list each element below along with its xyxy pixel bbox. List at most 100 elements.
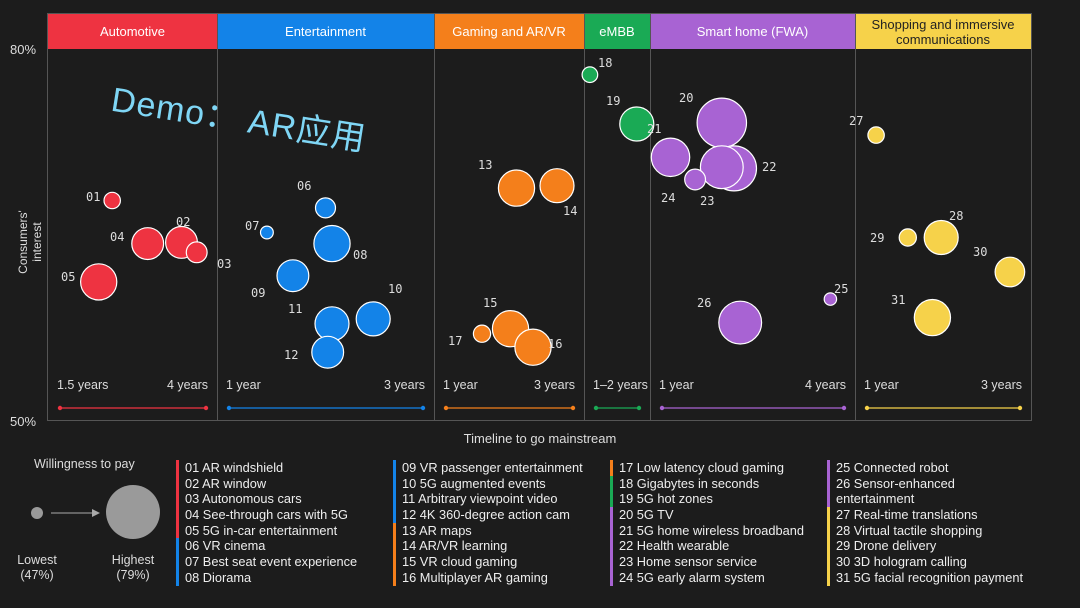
legend-color-bar [393,522,396,539]
bubble-label-26: 26 [697,296,712,310]
size-legend-large-bubble [106,485,160,539]
bubble-label-06: 06 [297,179,312,193]
y-tick-80: 80% [10,42,37,57]
legend-item-01: 01 AR windshield [176,460,357,476]
bubble-label-13: 13 [478,158,493,172]
bubble-label-31: 31 [891,293,906,307]
legend-color-bar [176,554,179,570]
legend-color-bar [827,522,830,539]
timeline-start-label: 1.5 years [57,378,109,392]
timeline-endpoint [420,405,426,411]
legend-color-bar [176,475,179,492]
bubble-21 [650,137,691,178]
legend-item-14: 14 AR/VR learning [393,538,583,555]
size-legend-title: Willingness to pay [34,457,135,471]
bubble-label-23: 23 [700,194,715,208]
bubble-24 [684,168,707,191]
arrow-head-icon [92,509,100,517]
bubble-label-05: 05 [61,270,76,284]
legend-item-17: 17 Low latency cloud gaming [610,460,804,476]
bubble-label-02: 02 [176,215,191,229]
highest-label: Highest [111,553,155,567]
legend-color-bar [176,491,179,508]
legend-item-11: 11 Arbitrary viewpoint video [393,491,583,508]
x-axis-label: Timeline to go mainstream [463,431,617,446]
legend-color-bar [393,538,396,555]
legend-color-bar [176,507,179,523]
bubble-label-25: 25 [834,282,849,296]
legend-item-09: 09 VR passenger entertainment [393,460,583,476]
bubble-label-30: 30 [973,245,988,259]
bubble-label-12: 12 [284,348,299,362]
size-legend-highest: Highest (79%) [104,553,162,583]
legend-column-2: 09 VR passenger entertainment 10 5G augme… [393,460,583,586]
bubble-label-08: 08 [353,248,368,262]
legend-color-bar [176,569,179,586]
timeline-endpoint [443,405,449,411]
legend-item-27: 27 Real-time translations [827,507,1023,523]
timeline-start-label: 1 year [226,378,261,392]
timeline-end-label: 3 years [981,378,1022,392]
bubble-label-09: 09 [251,286,266,300]
legend-column-1: 01 AR windshield 02 AR window 03 Autonomou… [176,460,357,586]
bubble-03 [185,241,208,264]
legend-column-4: 25 Connected robot 26 Sensor-enhanced ent… [827,460,1023,586]
legend-color-bar [393,491,396,508]
bubble-label-14: 14 [563,204,578,218]
legend-color-bar [610,475,613,492]
bubble-label-17: 17 [448,334,463,348]
bubble-14 [539,168,575,204]
legend-color-bar [827,507,830,523]
bubble-31 [913,298,952,337]
category-divider [650,14,651,420]
bubble-01 [103,191,121,210]
category-header-embb: eMBB [584,14,650,49]
bubble-label-29: 29 [870,231,885,245]
legend-color-bar [393,475,396,492]
bubble-07 [259,225,274,240]
legend-item-30: 30 3D hologram calling [827,554,1023,570]
bubble-18 [581,66,599,84]
legend-item-16: 16 Multiplayer AR gaming [393,569,583,586]
legend-item-08: 08 Diorama [176,569,357,586]
bubble-label-19: 19 [606,94,621,108]
bubble-11 [314,306,350,342]
legend-color-bar [610,507,613,523]
bubble-12 [311,335,345,369]
bubble-27 [867,126,885,144]
timeline-end-label: 3 years [384,378,425,392]
lowest-value: (47%) [20,568,54,582]
legend-color-bar [393,569,396,586]
size-legend-lowest: Lowest (47%) [10,553,64,583]
bubble-label-20: 20 [679,91,694,105]
timeline-start-label: 1 year [443,378,478,392]
bubble-label-11: 11 [288,302,303,316]
legend-item-05: 05 5G in-car entertainment [176,522,357,539]
legend-item-24: 24 5G early alarm system [610,569,804,586]
timeline-endpoint [57,405,63,411]
legend-item-29: 29 Drone delivery [827,538,1023,555]
legend-item-21: 21 5G home wireless broadband [610,522,804,539]
legend-item-20: 20 5G TV [610,507,804,523]
legend-color-bar [827,569,830,586]
category-header-automotive: Automotive [48,14,217,49]
bubble-13 [497,169,536,207]
bubble-10 [355,301,391,337]
bubble-20 [696,97,748,149]
legend-color-bar [610,460,613,476]
legend-item-04: 04 See-through cars with 5G [176,507,357,523]
bubble-label-18: 18 [598,56,613,70]
legend-item-13: 13 AR maps [393,522,583,539]
legend-color-bar [610,538,613,555]
legend-color-bar [827,554,830,570]
category-divider [855,14,856,420]
legend-item-07: 07 Best seat event experience [176,554,357,570]
bubble-09 [276,259,310,293]
bubble-26 [718,300,763,345]
legend-color-bar [827,475,830,508]
legend-item-28: 28 Virtual tactile shopping [827,522,1023,539]
bubble-label-28: 28 [949,209,964,223]
legend-item-03: 03 Autonomous cars [176,491,357,508]
bubble-06 [314,197,337,219]
